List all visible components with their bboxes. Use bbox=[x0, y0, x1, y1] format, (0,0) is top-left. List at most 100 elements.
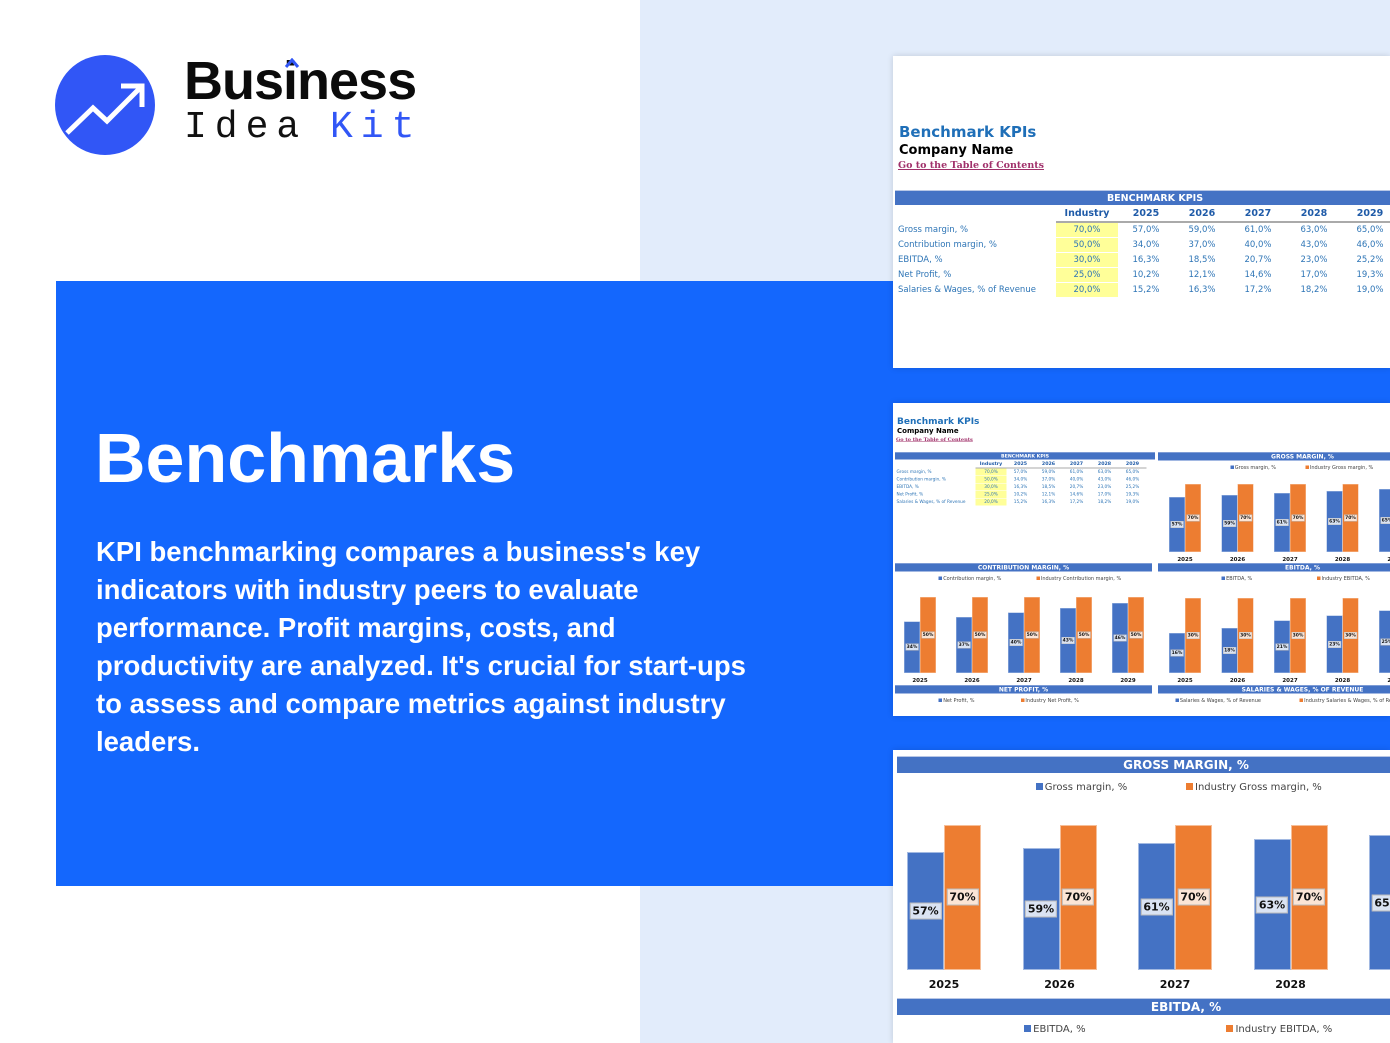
value-cell: 17,0% bbox=[1097, 492, 1112, 497]
table-header-row: Industry 2025 2026 2027 2028 2029 bbox=[895, 205, 1390, 223]
value-cell: 20,7% bbox=[1244, 255, 1272, 265]
data-label: 30% bbox=[1186, 632, 1200, 639]
data-label: 30% bbox=[1344, 632, 1357, 639]
value-cell: 14,6% bbox=[1069, 492, 1084, 497]
legend-item: Salaries & Wages, % of Revenue bbox=[1175, 698, 1261, 704]
value-cell: 19,0% bbox=[1125, 499, 1140, 505]
value-cell: 15,2% bbox=[1013, 499, 1028, 505]
year-label: 2029 bbox=[1120, 677, 1136, 684]
chart-title: GROSS MARGIN, % bbox=[1158, 452, 1390, 461]
kpi-table: BENCHMARK KPIS Industry 2025 2026 2027 2028 20… bbox=[895, 452, 1175, 506]
value-cell: 57,0% bbox=[1013, 469, 1028, 475]
legend-item: Industry Gross margin, % bbox=[1186, 782, 1322, 794]
data-label: 50% bbox=[1025, 631, 1039, 639]
value-cell: 37,0% bbox=[1188, 240, 1216, 250]
value-cell: 34,0% bbox=[1013, 477, 1028, 482]
legend-label: Gross margin, % bbox=[1044, 782, 1128, 793]
row-label: Gross margin, % bbox=[896, 469, 932, 475]
row-label: Salaries & Wages, % of Revenue bbox=[898, 285, 1036, 295]
data-label: 23% bbox=[1328, 640, 1341, 648]
gross-margin-chart: GROSS MARGIN, % Gross margin, % Industry G… bbox=[1158, 452, 1390, 573]
year-label: 2029 bbox=[1387, 677, 1390, 684]
legend-label: Gross margin, % bbox=[1234, 465, 1276, 471]
table-row: Net Profit, % 25,0% 10,2% 12,1% 14,6% 17,0% 19… bbox=[895, 491, 1175, 499]
value-cell: 34,0% bbox=[1132, 240, 1160, 250]
year-label: 2025 bbox=[1177, 556, 1193, 563]
data-label: 59% bbox=[1024, 900, 1058, 918]
data-label: 65% bbox=[1380, 517, 1390, 525]
year-label: 2027 bbox=[1282, 556, 1298, 563]
legend-swatch bbox=[1175, 698, 1179, 702]
legend-item: Industry Contribution margin, % bbox=[1036, 576, 1121, 582]
chart-title: EBITDA, % bbox=[1158, 563, 1390, 572]
row-label: Gross margin, % bbox=[898, 225, 969, 235]
data-label: 70% bbox=[946, 888, 979, 906]
data-label: 70% bbox=[1291, 514, 1305, 522]
legend-label: Industry Salaries & Wages, % of Revenue bbox=[1304, 698, 1390, 704]
industry-value: 70,0% bbox=[1056, 223, 1118, 238]
legend-item: Industry Gross margin, % bbox=[1305, 465, 1373, 471]
value-cell: 19,0% bbox=[1356, 285, 1384, 295]
sheet-preview-chart: GROSS MARGIN, % Gross margin, % Industry G… bbox=[893, 750, 1390, 1043]
year-label: 2028 bbox=[1334, 677, 1351, 684]
header-cell: 2028 bbox=[1286, 205, 1342, 223]
row-label: Salaries & Wages, % of Revenue bbox=[896, 499, 966, 505]
table-title: BENCHMARK KPIS bbox=[895, 190, 1390, 205]
data-label: 70% bbox=[1177, 888, 1210, 906]
year-label: 2027 bbox=[1016, 677, 1032, 684]
year-label: 2025 bbox=[928, 978, 960, 991]
value-cell: 20,7% bbox=[1069, 484, 1084, 490]
legend-item: EBITDA, % bbox=[1221, 576, 1252, 582]
industry-value: 20,0% bbox=[1056, 283, 1118, 298]
value-cell: 43,0% bbox=[1300, 240, 1328, 250]
value-cell: 65,0% bbox=[1125, 469, 1140, 475]
legend-swatch bbox=[1020, 698, 1025, 702]
data-label: 21% bbox=[1275, 643, 1289, 651]
data-label: 59% bbox=[1223, 519, 1236, 527]
value-cell: 18,5% bbox=[1041, 484, 1056, 490]
header-cell: 2029 bbox=[1118, 460, 1147, 469]
header-cell: 2028 bbox=[1090, 460, 1119, 469]
header-cell: 2025 bbox=[1006, 460, 1035, 469]
net-profit-chart: NET PROFIT, % Net Profit, % Industry Net P… bbox=[895, 685, 1152, 708]
table-row: Net Profit, % 25,0% 10,2% 12,1% 14,6% 17,0% 19… bbox=[895, 268, 1390, 283]
legend-item: Industry EBITDA, % bbox=[1226, 1024, 1332, 1036]
data-label: 50% bbox=[1129, 631, 1143, 639]
table-row: EBITDA, % 30,0% 16,3% 18,5% 20,7% 23,0% 25,2% bbox=[895, 483, 1175, 491]
data-label: 18% bbox=[1223, 647, 1236, 654]
legend-item: Gross margin, % bbox=[1230, 465, 1276, 471]
data-label: 30% bbox=[1239, 632, 1252, 639]
value-cell: 46,0% bbox=[1125, 477, 1140, 482]
data-label: 50% bbox=[973, 631, 987, 639]
data-label: 16% bbox=[1170, 649, 1184, 657]
legend-swatch bbox=[1036, 576, 1040, 580]
value-cell: 59,0% bbox=[1041, 469, 1056, 475]
header-cell: 2026 bbox=[1174, 205, 1230, 223]
legend-item: Industry Salaries & Wages, % of Revenue bbox=[1299, 698, 1390, 704]
data-label: 70% bbox=[1186, 514, 1200, 522]
logo-word-business: Business bbox=[184, 51, 417, 111]
data-label: 43% bbox=[1061, 636, 1075, 644]
legend-swatch bbox=[1226, 1025, 1234, 1032]
legend-label: Salaries & Wages, % of Revenue bbox=[1179, 698, 1261, 704]
table-row: Salaries & Wages, % of Revenue 20,0% 15,2%… bbox=[895, 498, 1175, 506]
value-cell: 23,0% bbox=[1097, 484, 1112, 490]
table-row: Gross margin, % 70,0% 57,0% 59,0% 61,0% 63,0%… bbox=[895, 223, 1390, 238]
industry-value: 50,0% bbox=[1056, 238, 1118, 253]
logo-word-kit: Kit bbox=[330, 106, 423, 149]
sheet-preview-table: Benchmark KPIs Company Name Go to the Ta… bbox=[893, 56, 1390, 368]
value-cell: 25,2% bbox=[1356, 255, 1384, 265]
year-label: 2026 bbox=[1229, 677, 1246, 684]
value-cell: 40,0% bbox=[1069, 477, 1084, 482]
salaries-chart: SALARIES & WAGES, % OF REVENUE Salaries &… bbox=[1158, 685, 1390, 708]
toc-link[interactable]: Go to the Table of Contents bbox=[898, 160, 1044, 171]
year-label: 2029 bbox=[1387, 556, 1390, 563]
data-label: 30% bbox=[1291, 632, 1305, 639]
header-cell bbox=[895, 460, 976, 469]
value-cell: 17,2% bbox=[1069, 499, 1084, 505]
data-label: 46% bbox=[1113, 634, 1127, 642]
table-row: EBITDA, % 30,0% 16,3% 18,5% 20,7% 23,0% 25,2% bbox=[895, 253, 1390, 268]
toc-link[interactable]: Go to the Table of Contents bbox=[896, 437, 973, 443]
value-cell: 16,3% bbox=[1132, 255, 1160, 265]
legend-label: Industry Contribution margin, % bbox=[1040, 576, 1122, 582]
